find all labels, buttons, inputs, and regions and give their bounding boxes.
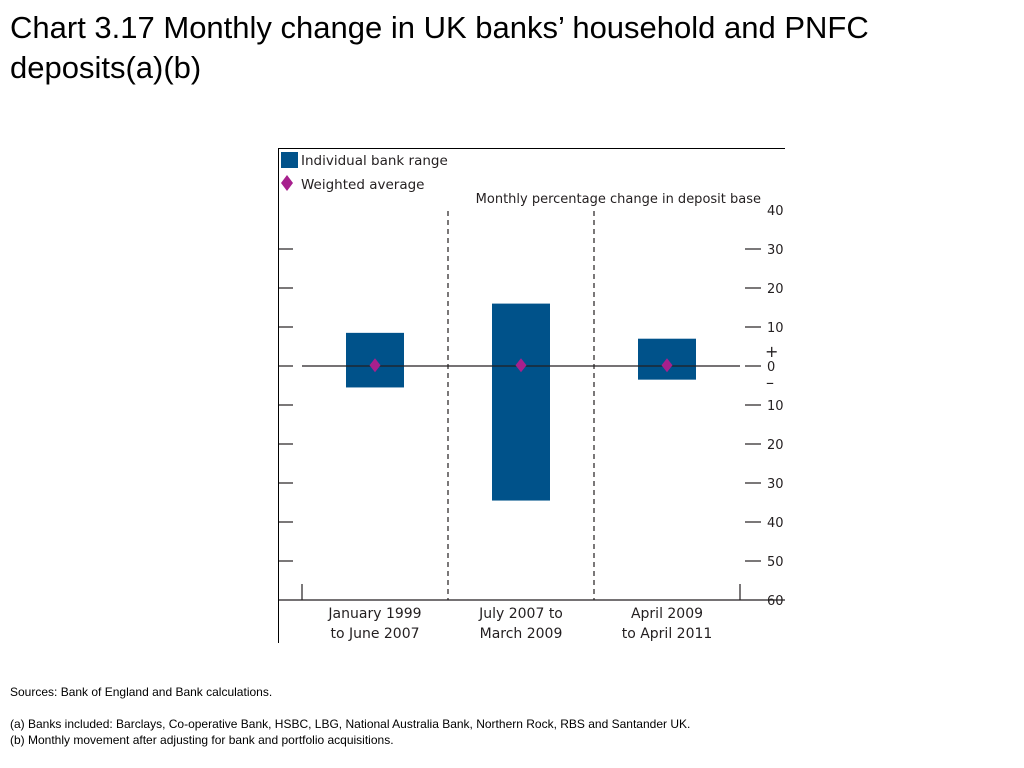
footnotes: Sources: Bank of England and Bank calcul…	[10, 684, 1010, 748]
y-tick-label: 30	[767, 477, 784, 492]
y-tick-label: 60	[767, 594, 784, 609]
weighted-average-marker	[661, 358, 673, 373]
minus-sign-label: –	[766, 373, 774, 392]
legend-label-average: Weighted average	[301, 177, 424, 193]
y-tick-label: 20	[767, 282, 784, 297]
chart-svg: 40 30 20 10 0 10 20 30 40 50 60 + – Monthly percentag…	[279, 152, 785, 642]
legend-swatch-average	[281, 175, 293, 191]
legend-label-range: Individual bank range	[301, 153, 448, 169]
y-tick-label: 40	[767, 516, 784, 531]
y-tick-label: 20	[767, 438, 784, 453]
x-tick-label: July 2007 to March 2009	[478, 606, 563, 642]
y-tick-label: 30	[767, 243, 784, 258]
x-tick-label: April 2009 to April 2011	[622, 606, 713, 642]
y-tick-label: 10	[767, 321, 784, 336]
chart-panel: 40 30 20 10 0 10 20 30 40 50 60 + – Monthly percentag…	[278, 148, 785, 643]
range-bar	[492, 303, 550, 501]
weighted-average-marker	[515, 358, 527, 373]
y-tick-label: 10	[767, 399, 784, 414]
y-axis-label: Monthly percentage change in deposit bas…	[476, 192, 761, 207]
y-tick-label: 40	[767, 204, 784, 219]
footnote-b: (b) Monthly movement after adjusting for…	[10, 733, 394, 747]
y-tick-label: 50	[767, 555, 784, 570]
footnote-a: (a) Banks included: Barclays, Co-operati…	[10, 717, 691, 731]
legend-swatch-range	[281, 152, 298, 168]
chart-title: Chart 3.17 Monthly change in UK banks’ h…	[10, 10, 869, 85]
sources-note: Sources: Bank of England and Bank calcul…	[10, 685, 273, 699]
y-tick-label: 0	[767, 360, 775, 375]
x-tick-label: January 1999 to June 2007	[327, 606, 421, 642]
weighted-average-marker	[369, 358, 381, 373]
plus-sign-label: +	[765, 342, 778, 361]
